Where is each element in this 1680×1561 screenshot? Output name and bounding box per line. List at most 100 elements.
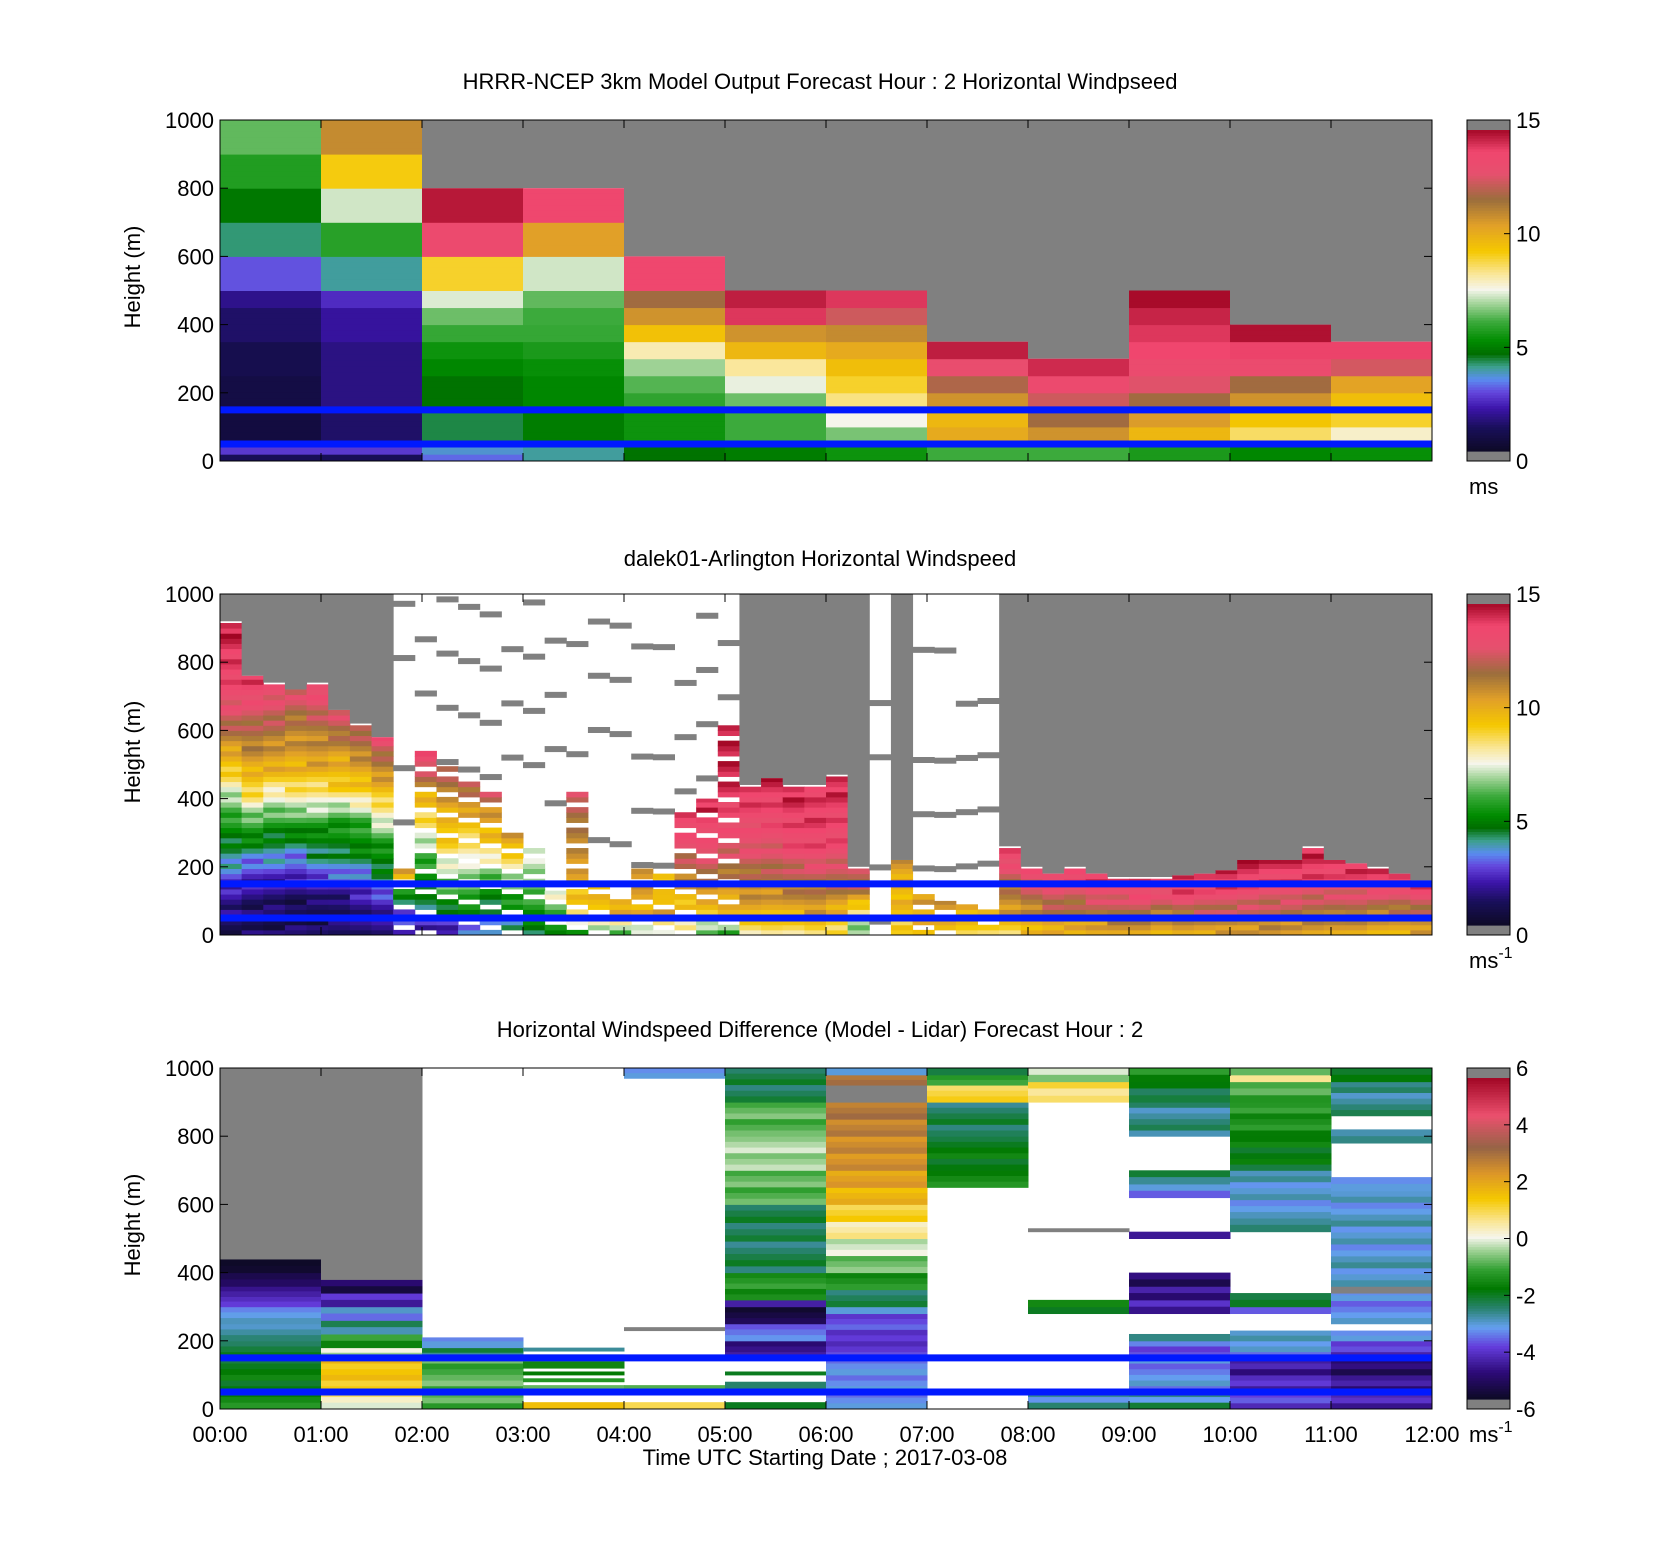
- heatmap-cell: [1020, 899, 1043, 905]
- heatmap-cell: [321, 1158, 423, 1166]
- colorbar-swatch: [1467, 906, 1510, 910]
- colorbar-swatch: [1467, 1225, 1510, 1229]
- heatmap-cell: [220, 1296, 322, 1303]
- heatmap-cell: [934, 900, 957, 905]
- heatmap-cell: [523, 267, 625, 274]
- heatmap-cell: [523, 262, 625, 269]
- heatmap-cell: [717, 750, 740, 757]
- heatmap-cell: [566, 848, 589, 854]
- colorbar-tick-label: 4: [1516, 1113, 1528, 1138]
- nodata-cell: [1064, 594, 1087, 867]
- heatmap-cell: [306, 807, 329, 813]
- heatmap-cell: [220, 888, 243, 895]
- heatmap-cell: [328, 715, 351, 721]
- heatmap-cell: [241, 929, 264, 936]
- colorbar-swatch: [1467, 678, 1510, 683]
- colorbar-swatch: [1467, 1083, 1510, 1087]
- heatmap-cell: [241, 899, 264, 905]
- heatmap-cell: [321, 1128, 423, 1135]
- colorbar-swatch: [1467, 207, 1510, 211]
- heatmap-cell: [306, 776, 329, 783]
- heatmap-cell: [1230, 1403, 1332, 1410]
- heatmap-cell: [725, 307, 827, 314]
- heatmap-cell: [1129, 1293, 1231, 1301]
- heatmap-cell: [371, 863, 394, 870]
- heatmap-cell: [761, 848, 784, 854]
- y-tick-label: 1000: [165, 108, 214, 133]
- heatmap-cell: [631, 909, 654, 916]
- heatmap-cell: [717, 745, 740, 752]
- heatmap-cell: [826, 1175, 928, 1183]
- colorbar-tick-label: 5: [1516, 809, 1528, 834]
- heatmap-cell: [479, 858, 502, 864]
- heatmap-cell: [321, 1219, 423, 1226]
- heatmap-cell: [826, 307, 928, 314]
- heatmap-cell: [220, 182, 322, 189]
- heatmap-cell: [1302, 888, 1325, 895]
- heatmap-cell: [1020, 909, 1043, 916]
- colorbar-swatch: [1467, 919, 1510, 923]
- heatmap-cell: [321, 176, 423, 184]
- heatmap-cell: [652, 899, 675, 905]
- heatmap-cell: [1064, 873, 1087, 880]
- heatmap-cell: [1331, 1301, 1433, 1308]
- heatmap-cell: [1129, 899, 1152, 905]
- heatmap-cell: [652, 919, 675, 926]
- colorbar-swatch: [1467, 1374, 1510, 1379]
- heatmap-cell: [1258, 904, 1281, 910]
- nodata-cell: [393, 655, 416, 662]
- nodata-cell: [1388, 594, 1411, 874]
- heatmap-cell: [393, 919, 416, 926]
- colorbar-swatch: [1467, 860, 1510, 865]
- nodata-cell: [999, 594, 1022, 847]
- heatmap-cell: [1302, 919, 1325, 926]
- heatmap-cell: [321, 1261, 423, 1268]
- heatmap-cell: [1331, 353, 1433, 360]
- heatmap-cell: [523, 296, 625, 303]
- heatmap-cell: [739, 822, 762, 829]
- heatmap-cell: [1237, 909, 1260, 916]
- heatmap-cell: [1230, 1194, 1332, 1201]
- heatmap-cell: [321, 1134, 423, 1141]
- heatmap-cell: [624, 398, 726, 405]
- colorbar-swatch: [1467, 317, 1510, 321]
- colorbar-swatch: [1467, 1369, 1510, 1373]
- heatmap-cell: [220, 1241, 322, 1248]
- heatmap-cell: [458, 909, 481, 916]
- heatmap-cell: [328, 750, 351, 757]
- heatmap-cell: [1230, 1107, 1332, 1114]
- heatmap-cell: [1028, 358, 1130, 365]
- heatmap-cell: [523, 449, 625, 456]
- heatmap-cell: [1280, 894, 1303, 900]
- heatmap-cell: [349, 796, 372, 803]
- heatmap-cell: [1129, 432, 1231, 439]
- heatmap-cell: [696, 807, 719, 813]
- colorbar-swatch: [1467, 1219, 1510, 1224]
- heatmap-cell: [717, 873, 740, 880]
- heatmap-cell: [371, 766, 394, 772]
- colorbar-swatch: [1467, 1136, 1510, 1141]
- heatmap-cell: [220, 375, 322, 382]
- heatmap-cell: [761, 786, 784, 793]
- colorbar-swatch: [1467, 1176, 1510, 1181]
- heatmap-cell: [321, 1182, 423, 1190]
- heatmap-cell: [1331, 455, 1433, 462]
- heatmap-cell: [826, 832, 849, 839]
- heatmap-cell: [414, 796, 437, 803]
- colorbar-swatch: [1467, 646, 1510, 651]
- colorbar-swatch: [1467, 649, 1510, 653]
- nodata-cell: [977, 806, 1000, 813]
- heatmap-cell: [241, 715, 264, 721]
- heatmap-cell: [1230, 1293, 1332, 1301]
- heatmap-cell: [306, 919, 329, 926]
- nodata-cell: [912, 865, 935, 872]
- heatmap-cell: [826, 894, 849, 900]
- heatmap-cell: [1020, 888, 1043, 895]
- heatmap-cell: [306, 832, 329, 839]
- heatmap-cell: [523, 929, 546, 936]
- heatmap-cell: [1129, 1130, 1231, 1137]
- heatmap-cell: [422, 358, 524, 365]
- heatmap-cell: [1172, 894, 1195, 900]
- heatmap-cell: [652, 888, 675, 895]
